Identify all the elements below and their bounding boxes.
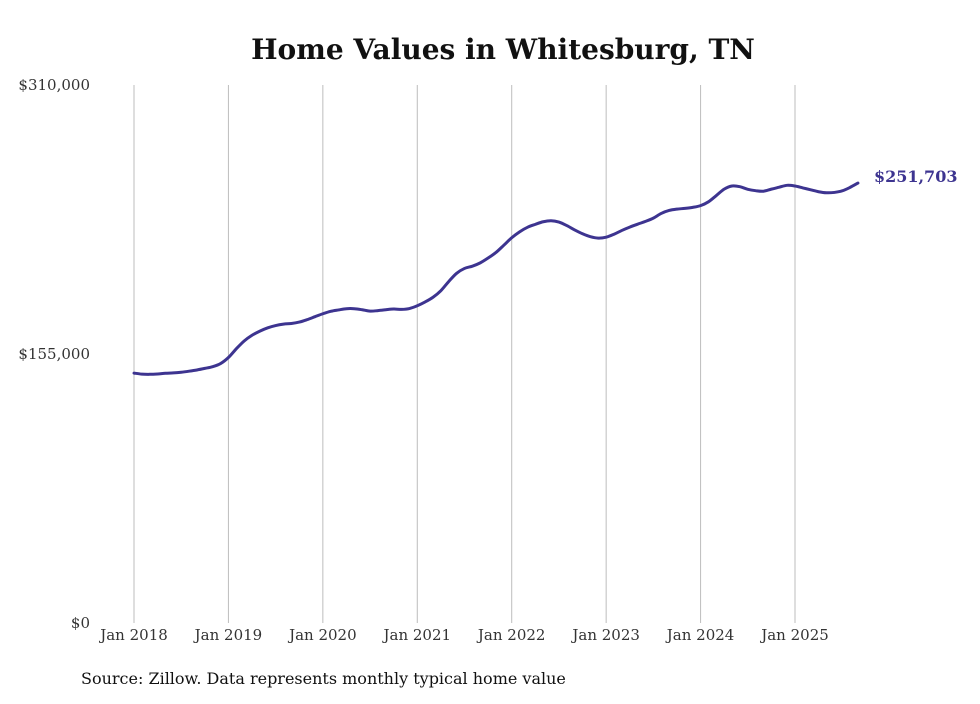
end-value-label: $251,703 (874, 167, 958, 186)
series-layer: $251,703 (132, 167, 958, 376)
x-tick-label: Jan 2018 (98, 626, 168, 644)
source-note: Source: Zillow. Data represents monthly … (81, 669, 566, 688)
y-axis-ticks: $0 $155,000 $310,000 (18, 76, 90, 632)
x-tick-label: Jan 2022 (476, 626, 546, 644)
y-tick-label: $310,000 (18, 76, 90, 94)
chart-title: Home Values in Whitesburg, TN (251, 33, 755, 66)
y-tick-label: $0 (71, 614, 90, 632)
y-tick-label: $155,000 (18, 345, 90, 363)
gridlines (133, 85, 796, 623)
x-tick-label: Jan 2025 (759, 626, 829, 644)
x-tick-label: Jan 2019 (193, 626, 263, 644)
x-axis-ticks: Jan 2018 Jan 2019 Jan 2020 Jan 2021 Jan 2022… (98, 626, 829, 644)
x-tick-label: Jan 2020 (287, 626, 357, 644)
x-tick-label: Jan 2024 (665, 626, 735, 644)
series-line-home-value (132, 181, 860, 376)
x-tick-label: Jan 2023 (570, 626, 640, 644)
x-tick-label: Jan 2021 (382, 626, 452, 644)
